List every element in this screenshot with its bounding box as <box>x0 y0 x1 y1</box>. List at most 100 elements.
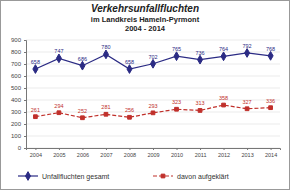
x-axis: 2004200520062007200820092010201120122013… <box>27 148 281 158</box>
y-tick: 200 <box>11 121 26 127</box>
data-label: 780 <box>101 44 110 50</box>
marker <box>103 50 108 59</box>
data-label: 293 <box>148 103 157 109</box>
data-label: 336 <box>266 98 275 104</box>
x-tick: 2014 <box>265 148 277 158</box>
data-label: 736 <box>195 50 204 56</box>
marker <box>198 55 203 64</box>
x-tick: 2011 <box>195 148 207 158</box>
y-axis: 0 100 200 300 400 500 600 700 800 900 <box>11 37 27 151</box>
grid-line <box>26 124 280 125</box>
x-tick: 2010 <box>171 148 183 158</box>
y-tick: 900 <box>11 37 26 43</box>
y-tick-mark <box>24 52 26 53</box>
data-label: 323 <box>172 99 181 105</box>
marker <box>221 52 226 61</box>
data-label: 658 <box>31 59 40 65</box>
data-label: 358 <box>219 95 228 101</box>
data-label: 252 <box>78 108 87 114</box>
x-tick-mark <box>129 148 130 150</box>
subtitle: 2004 - 2014 <box>125 24 166 33</box>
y-axis-line <box>24 41 27 149</box>
y-tick-mark <box>24 148 26 149</box>
y-tick: 600 <box>11 73 26 79</box>
y-tick-label: 100 <box>11 133 22 139</box>
y-tick: 300 <box>11 109 26 115</box>
subtitle: im Landkreis Hameln-Pyrmont <box>91 15 200 24</box>
marker <box>104 112 108 116</box>
frame <box>1 1 290 190</box>
x-tick-mark <box>106 148 107 150</box>
y-tick-mark <box>24 64 26 65</box>
data-label: 261 <box>31 107 40 113</box>
data-labels: 6587476867806587027657367647927682612942… <box>31 43 275 114</box>
marker <box>174 52 179 61</box>
y-tick-mark <box>24 124 26 125</box>
y-tick-label: 600 <box>11 73 22 79</box>
x-tick-label: 2012 <box>218 152 230 158</box>
title: Verkehrsunfallfluchten <box>91 3 199 14</box>
marker <box>57 111 61 115</box>
grid <box>26 40 280 148</box>
marker <box>245 49 250 58</box>
y-tick-label: 700 <box>11 61 22 67</box>
x-tick-mark <box>271 148 272 150</box>
y-tick: 0 <box>18 145 26 151</box>
y-tick-label: 400 <box>11 97 22 103</box>
y-tick-label: 300 <box>11 109 22 115</box>
y-tick: 800 <box>11 49 26 55</box>
marker <box>222 103 226 107</box>
plot-marks <box>33 49 273 120</box>
legend-item: davon aufgeklärt <box>153 173 229 181</box>
x-tick-mark <box>35 148 36 150</box>
y-tick: 100 <box>11 133 26 139</box>
x-tick-label: 2004 <box>30 152 42 158</box>
data-label: 686 <box>78 56 87 62</box>
data-label: 765 <box>172 46 181 52</box>
marker <box>150 59 155 68</box>
data-label: 702 <box>148 54 157 60</box>
data-label: 294 <box>54 103 63 109</box>
marker <box>269 106 273 110</box>
x-tick: 2004 <box>30 148 42 158</box>
x-tick-mark <box>82 148 83 150</box>
x-tick: 2006 <box>77 148 89 158</box>
legend-label: davon aufgeklärt <box>177 173 229 181</box>
x-tick: 2009 <box>147 148 159 158</box>
series-line <box>35 53 270 69</box>
y-tick-label: 900 <box>11 37 22 43</box>
grid-line <box>26 88 280 89</box>
grid-line <box>26 136 280 137</box>
x-tick-mark <box>59 148 60 150</box>
x-axis-line <box>27 149 281 151</box>
data-label: 792 <box>242 43 251 49</box>
x-tick-label: 2006 <box>77 152 89 158</box>
y-tick-label: 800 <box>11 49 22 55</box>
legend-label: Unfallfluchten gesamt <box>42 173 109 181</box>
data-label: 256 <box>125 107 134 113</box>
grid-line <box>26 76 280 77</box>
grid-line <box>26 40 280 41</box>
y-tick: 400 <box>11 97 26 103</box>
marker <box>198 109 202 113</box>
marker <box>81 116 85 120</box>
x-tick-mark <box>247 148 248 150</box>
marker <box>128 115 132 119</box>
marker <box>34 115 38 119</box>
marker <box>80 61 85 70</box>
data-label: 327 <box>242 99 251 105</box>
x-tick-mark <box>177 148 178 150</box>
x-tick-label: 2008 <box>124 152 136 158</box>
x-tick: 2007 <box>100 148 112 158</box>
y-tick-mark <box>24 40 26 41</box>
legend-item: Unfallfluchten gesamt <box>18 172 109 181</box>
y-tick-label: 500 <box>11 85 22 91</box>
marker <box>151 111 155 115</box>
x-tick-label: 2011 <box>195 152 207 158</box>
marker <box>175 107 179 111</box>
x-tick-mark <box>200 148 201 150</box>
x-tick: 2005 <box>53 148 65 158</box>
data-label: 313 <box>195 100 204 106</box>
chart: Verkehrsunfallfluchtenim Landkreis Hamel… <box>0 0 290 190</box>
grid-line <box>26 52 280 53</box>
